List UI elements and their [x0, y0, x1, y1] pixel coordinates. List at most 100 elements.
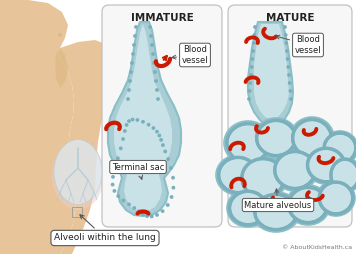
- Circle shape: [351, 160, 354, 163]
- Circle shape: [226, 158, 229, 162]
- Circle shape: [278, 193, 282, 196]
- Circle shape: [294, 150, 297, 153]
- Circle shape: [326, 210, 330, 214]
- Circle shape: [260, 156, 263, 160]
- Circle shape: [274, 228, 277, 231]
- Circle shape: [247, 188, 251, 191]
- Circle shape: [241, 182, 245, 185]
- Circle shape: [248, 161, 252, 164]
- Circle shape: [262, 123, 265, 126]
- Circle shape: [256, 132, 259, 135]
- Circle shape: [323, 212, 326, 216]
- Circle shape: [318, 195, 321, 199]
- Circle shape: [261, 157, 265, 160]
- Circle shape: [351, 197, 354, 201]
- Polygon shape: [248, 22, 293, 127]
- Circle shape: [324, 195, 327, 199]
- Circle shape: [277, 119, 280, 122]
- Circle shape: [228, 207, 231, 211]
- Circle shape: [313, 176, 316, 180]
- Circle shape: [245, 188, 248, 192]
- Circle shape: [288, 186, 292, 189]
- Circle shape: [251, 190, 254, 194]
- Circle shape: [287, 123, 290, 127]
- Circle shape: [256, 192, 260, 196]
- Circle shape: [324, 149, 328, 152]
- Circle shape: [284, 226, 288, 229]
- Circle shape: [325, 147, 329, 150]
- Circle shape: [325, 180, 329, 183]
- Circle shape: [246, 158, 250, 162]
- Circle shape: [290, 222, 293, 226]
- Circle shape: [266, 157, 269, 161]
- Circle shape: [320, 204, 323, 208]
- Circle shape: [278, 188, 282, 192]
- Circle shape: [330, 135, 333, 139]
- Circle shape: [266, 134, 269, 137]
- Circle shape: [293, 202, 297, 206]
- Circle shape: [319, 190, 323, 193]
- Circle shape: [329, 159, 333, 162]
- Circle shape: [330, 169, 333, 173]
- Text: Blood
vessel: Blood vessel: [276, 35, 321, 55]
- Ellipse shape: [290, 188, 326, 221]
- Circle shape: [258, 127, 261, 130]
- Circle shape: [290, 213, 293, 216]
- Circle shape: [233, 156, 236, 159]
- Circle shape: [340, 211, 343, 215]
- Circle shape: [227, 188, 230, 192]
- Circle shape: [288, 150, 292, 154]
- Circle shape: [308, 181, 312, 184]
- Circle shape: [309, 172, 312, 176]
- Circle shape: [233, 195, 236, 198]
- Circle shape: [339, 153, 342, 156]
- Circle shape: [271, 159, 274, 163]
- Circle shape: [328, 147, 331, 150]
- Circle shape: [281, 184, 284, 188]
- Circle shape: [262, 128, 265, 131]
- Circle shape: [260, 218, 263, 221]
- Circle shape: [264, 202, 268, 205]
- Circle shape: [331, 165, 335, 168]
- Circle shape: [256, 124, 260, 128]
- Circle shape: [113, 166, 117, 170]
- Circle shape: [247, 161, 251, 164]
- Circle shape: [288, 224, 292, 227]
- Circle shape: [267, 136, 270, 139]
- Circle shape: [253, 165, 257, 169]
- Circle shape: [263, 150, 266, 154]
- Circle shape: [303, 119, 307, 122]
- Circle shape: [233, 126, 237, 130]
- Circle shape: [310, 179, 313, 183]
- Ellipse shape: [54, 139, 102, 204]
- Circle shape: [352, 161, 356, 164]
- Text: Blood
vessel: Blood vessel: [172, 45, 208, 65]
- Circle shape: [336, 160, 339, 163]
- Circle shape: [282, 171, 285, 174]
- Circle shape: [307, 221, 310, 224]
- Circle shape: [233, 191, 236, 194]
- Circle shape: [218, 168, 221, 171]
- Circle shape: [335, 181, 339, 184]
- Circle shape: [305, 153, 308, 156]
- Circle shape: [304, 152, 307, 156]
- Circle shape: [308, 170, 311, 174]
- Circle shape: [159, 138, 163, 142]
- Circle shape: [258, 219, 261, 223]
- Circle shape: [295, 150, 298, 153]
- Circle shape: [333, 184, 336, 187]
- Circle shape: [294, 187, 297, 190]
- Circle shape: [348, 134, 351, 138]
- Circle shape: [235, 220, 239, 223]
- Circle shape: [231, 215, 234, 219]
- Circle shape: [292, 215, 295, 219]
- Circle shape: [251, 160, 254, 164]
- Circle shape: [338, 161, 341, 165]
- Circle shape: [320, 188, 323, 192]
- Circle shape: [282, 152, 286, 156]
- Circle shape: [292, 130, 296, 133]
- Circle shape: [241, 171, 245, 174]
- Circle shape: [254, 205, 257, 209]
- Circle shape: [228, 208, 231, 212]
- Circle shape: [295, 214, 298, 218]
